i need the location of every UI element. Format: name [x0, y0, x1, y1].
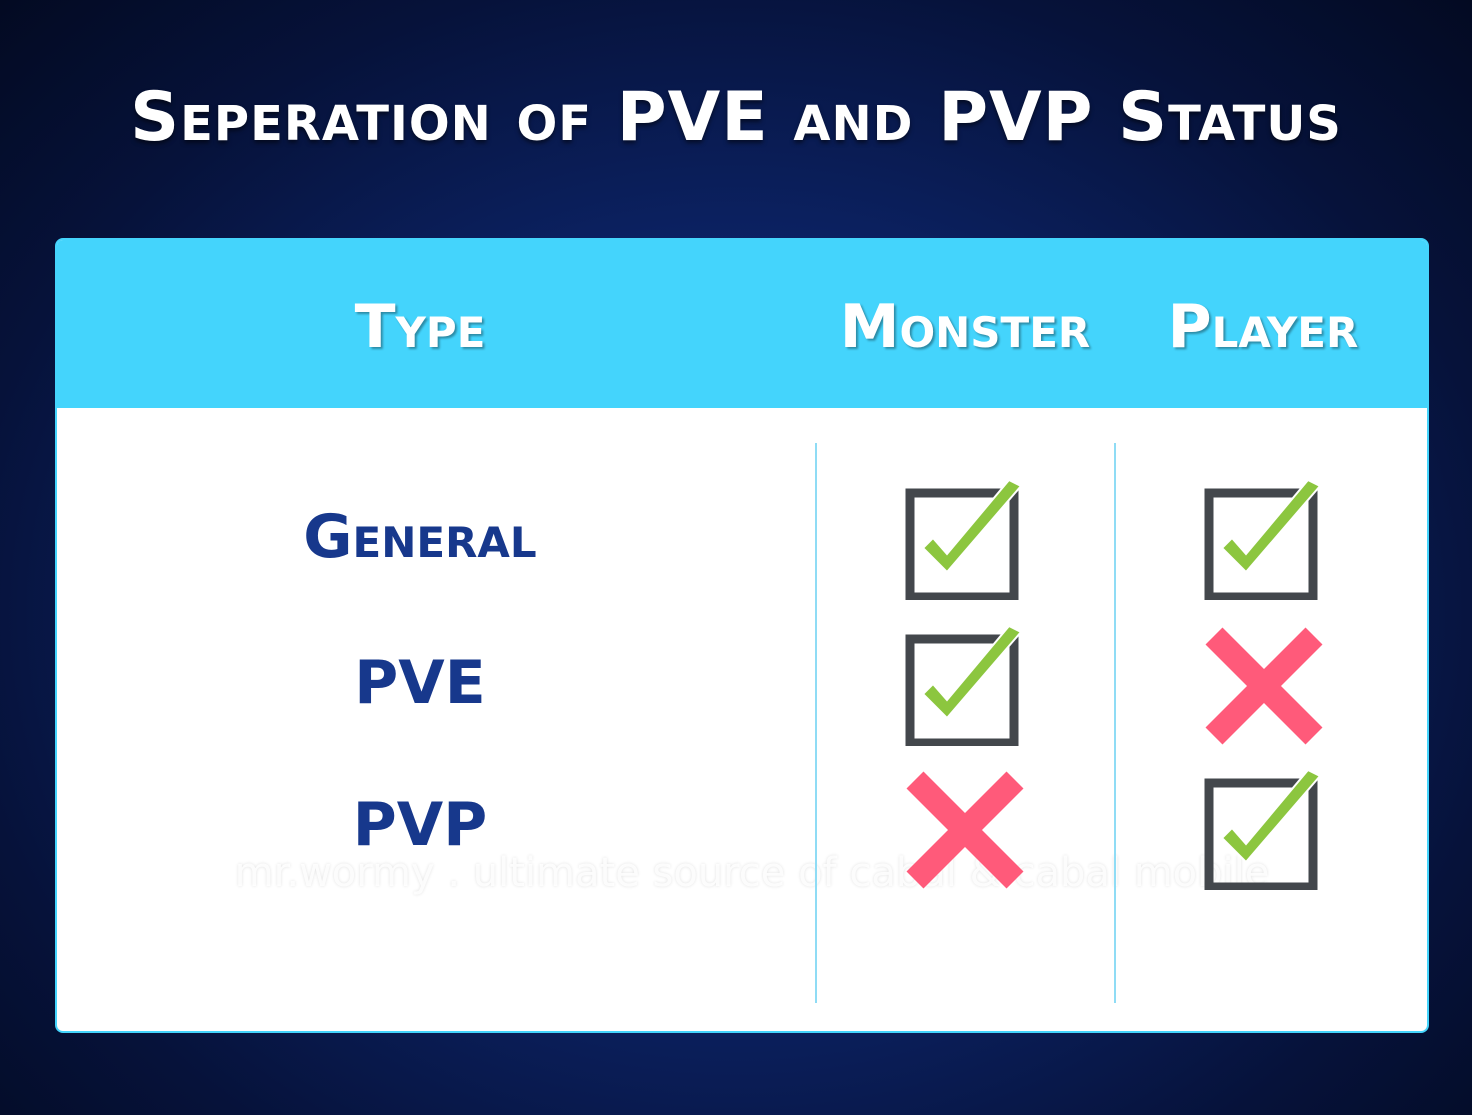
- cross-icon: [905, 770, 1025, 890]
- watermark: mr.wormy . ultimate source of cabal & ca…: [234, 850, 1270, 896]
- cross-icon: [1204, 626, 1324, 746]
- row-label-pve: PVE: [354, 648, 486, 718]
- check-icon: [905, 478, 1025, 602]
- row-label-pvp: PVP: [352, 790, 488, 860]
- row-label-general: General: [303, 502, 537, 572]
- column-divider: [815, 443, 817, 1003]
- header-player: Player: [1167, 292, 1359, 362]
- header-type: Type: [354, 292, 486, 362]
- column-divider: [1114, 443, 1116, 1003]
- page-title: Seperation of PVE and PVP Status: [130, 78, 1342, 157]
- table-header: Type Monster Player: [57, 240, 1427, 408]
- check-icon: [905, 624, 1025, 748]
- check-icon: [1204, 768, 1324, 892]
- header-monster: Monster: [839, 292, 1091, 362]
- status-table: Type Monster Player mr.wormy . ultimate …: [57, 240, 1427, 1031]
- check-icon: [1204, 478, 1324, 602]
